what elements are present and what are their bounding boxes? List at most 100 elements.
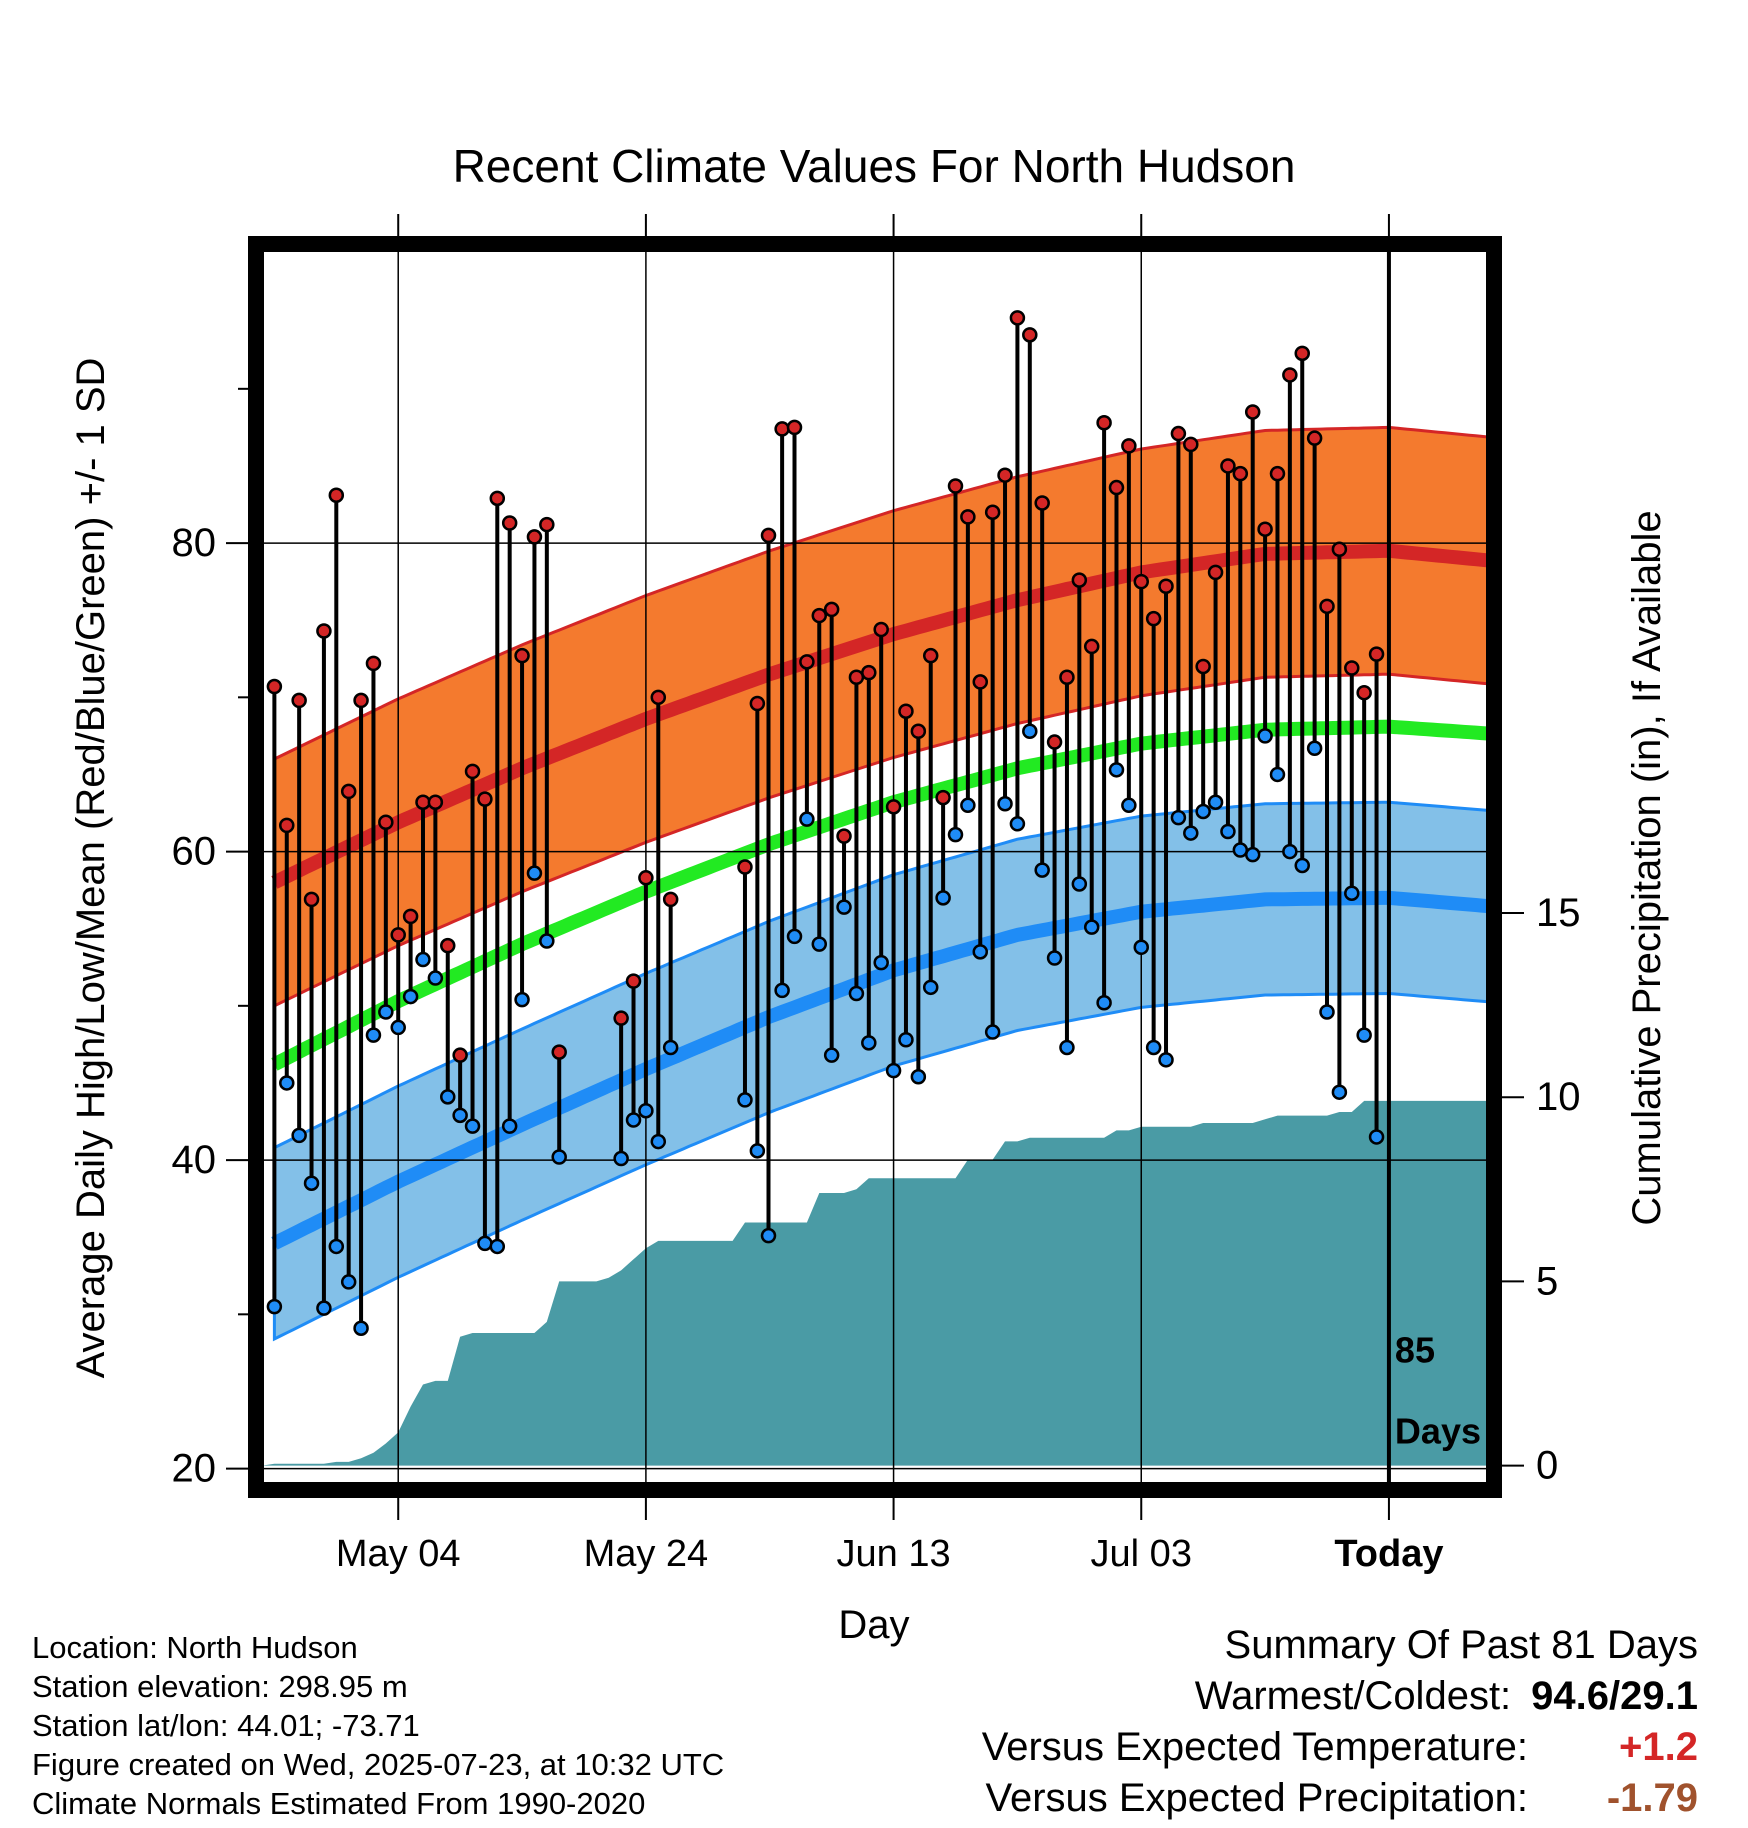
low-point — [1232, 842, 1249, 858]
low-point — [477, 1235, 493, 1252]
high-point — [464, 763, 481, 780]
low-point — [760, 1227, 777, 1244]
high-point — [1269, 465, 1286, 482]
high-point — [1319, 598, 1335, 615]
low-point — [613, 1150, 629, 1167]
y-axis-label: Average Daily High/Low/Mean (Red/Blue/Gr… — [69, 358, 113, 1379]
high-point — [415, 794, 431, 810]
created-line: Figure created on Wed, 2025-07-23, at 10… — [32, 1747, 725, 1782]
low-point — [1344, 885, 1360, 901]
low-point — [1306, 740, 1323, 756]
high-point — [365, 655, 382, 672]
high-point — [811, 607, 828, 624]
y2-axis-label: Cumulative Precipitation (in), If Availa… — [1625, 510, 1669, 1225]
chart-title: Recent Climate Values For North Hudson — [453, 140, 1296, 192]
warmest-coldest-label: Warmest/Coldest: — [1194, 1674, 1512, 1718]
low-point — [662, 1039, 679, 1056]
low-point — [365, 1027, 382, 1043]
low-point — [1108, 762, 1125, 778]
low-point — [885, 1062, 902, 1079]
low-point — [316, 1300, 332, 1316]
plot-frame — [248, 236, 1502, 1498]
low-point — [1022, 723, 1038, 740]
low-point — [997, 796, 1013, 812]
high-point — [279, 817, 295, 834]
low-point — [1133, 939, 1150, 955]
low-point — [935, 890, 951, 906]
high-point — [452, 1047, 468, 1063]
high-point — [1232, 465, 1249, 482]
high-point — [861, 664, 877, 681]
station-info: Location: North Hudson Station elevation… — [32, 1628, 724, 1823]
high-point — [1282, 367, 1298, 383]
warmest-coldest-row: Warmest/Coldest: 94.6/29.1 — [982, 1671, 1698, 1722]
low-point — [1183, 825, 1199, 841]
high-point — [836, 828, 852, 844]
low-point — [1368, 1129, 1385, 1145]
low-point — [1170, 809, 1187, 826]
low-point — [402, 988, 419, 1005]
high-point — [1306, 430, 1323, 446]
high-point — [1183, 436, 1199, 453]
low-point — [291, 1127, 307, 1144]
low-point — [1207, 794, 1224, 810]
high-point — [737, 859, 753, 875]
x-tick-label: May 04 — [336, 1533, 461, 1575]
low-point — [266, 1298, 283, 1315]
plot-area: 85 Days 20 40 60 80 0 5 10 15 May 04 May 24 Jun 13 J… — [172, 214, 1581, 1575]
low-point — [378, 1004, 394, 1020]
high-point — [613, 1010, 629, 1026]
high-point — [1133, 573, 1150, 590]
high-point — [1207, 564, 1224, 581]
low-point — [303, 1175, 320, 1191]
high-point — [984, 504, 1001, 520]
high-point — [353, 692, 369, 709]
high-point — [760, 527, 777, 544]
low-point — [353, 1320, 369, 1336]
low-point — [836, 899, 852, 915]
high-point — [489, 490, 506, 507]
low-point — [1121, 797, 1137, 814]
high-point — [1071, 572, 1088, 588]
x-axis-label: Day — [838, 1603, 909, 1647]
high-point — [514, 647, 530, 664]
high-point — [997, 467, 1013, 483]
high-point — [303, 891, 320, 908]
x-tick-label: Jun 13 — [837, 1533, 951, 1575]
high-point — [1121, 438, 1137, 454]
low-point — [799, 811, 815, 827]
low-point — [440, 1089, 456, 1105]
low-point — [737, 1092, 753, 1108]
high-point — [662, 891, 679, 908]
x-tick-label: May 24 — [584, 1533, 709, 1575]
high-point — [1331, 541, 1348, 557]
low-point — [1096, 994, 1112, 1011]
high-point — [848, 669, 865, 686]
high-point — [1083, 638, 1100, 655]
low-point — [551, 1149, 567, 1165]
low-sd-band — [272, 800, 1488, 1342]
high-point — [774, 421, 790, 437]
high-point — [910, 723, 927, 740]
low-point — [1319, 1004, 1335, 1020]
normals-line: Climate Normals Estimated From 1990-2020 — [32, 1786, 646, 1821]
y-tick-label: 40 — [172, 1138, 217, 1182]
low-point — [786, 928, 803, 945]
high-point — [378, 814, 394, 831]
high-point — [1034, 495, 1050, 511]
y2-tick-label: 0 — [1536, 1444, 1558, 1488]
low-point — [638, 1102, 654, 1119]
low-point — [1294, 857, 1310, 874]
high-point — [551, 1044, 567, 1060]
high-point — [1108, 479, 1125, 496]
low-point — [1046, 950, 1063, 966]
low-point — [415, 951, 431, 968]
high-point — [1356, 684, 1372, 701]
low-point — [861, 1035, 877, 1051]
location-line: Location: North Hudson — [32, 1630, 358, 1665]
high-point — [501, 515, 518, 531]
high-point — [823, 601, 840, 618]
high-point — [266, 678, 283, 695]
high-point — [1344, 660, 1360, 676]
